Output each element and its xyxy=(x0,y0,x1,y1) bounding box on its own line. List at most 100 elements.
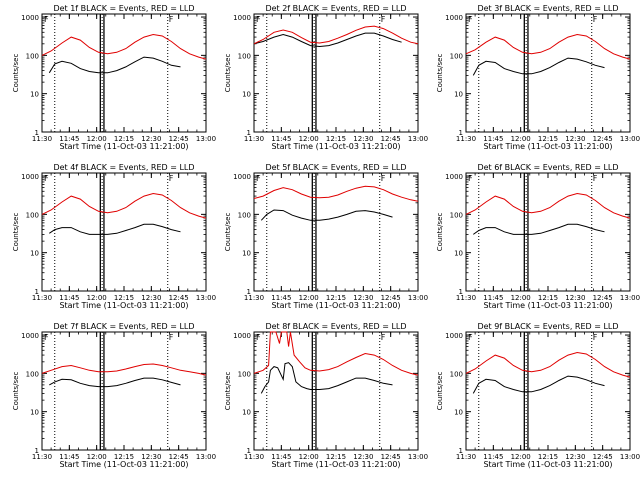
x-tick-label: 12:00 xyxy=(511,135,531,143)
x-tick-label: 12:00 xyxy=(299,453,319,461)
y-axis-label: Counts/sec xyxy=(436,54,444,93)
y-axis-label: Counts/sec xyxy=(12,54,20,93)
x-tick-label: 11:30 xyxy=(32,453,52,461)
flag-marker-right: F xyxy=(381,333,386,342)
plot-frame xyxy=(465,331,631,451)
y-tick-label: 1000 xyxy=(445,14,463,22)
chart-title: Det 3f BLACK = Events, RED = LLD xyxy=(477,4,618,13)
flag-marker-left: F xyxy=(44,333,49,342)
x-tick-label: 11:45 xyxy=(483,294,503,302)
chart-panel-6: Det 6f BLACK = Events, RED = LLD 1 10 100 10… xyxy=(436,163,640,310)
x-tick-label: 12:45 xyxy=(169,135,189,143)
x-tick-label: 12:30 xyxy=(353,294,373,302)
x-tick-label: 12:00 xyxy=(299,294,319,302)
x-axis-label: Start Time (11-Oct-03 11:21:00) xyxy=(271,301,400,310)
series-line-events xyxy=(49,223,181,235)
x-tick-label: 12:30 xyxy=(565,453,585,461)
series-line-lld xyxy=(465,33,631,60)
x-axis-label: Start Time (11-Oct-03 11:21:00) xyxy=(271,460,400,469)
y-tick-label: 10 xyxy=(30,250,39,258)
chart-panel-4: Det 4f BLACK = Events, RED = LLD 1 10 100 10… xyxy=(12,163,216,310)
x-tick-label: 13:00 xyxy=(620,453,640,461)
x-tick-label: 12:30 xyxy=(353,135,373,143)
y-axis-label: Counts/sec xyxy=(224,372,232,411)
x-axis-label: Start Time (11-Oct-03 11:21:00) xyxy=(271,142,400,151)
y-tick-label: 1 xyxy=(247,447,251,455)
x-tick-label: 12:30 xyxy=(141,453,161,461)
chart-panel-9: Det 9f BLACK = Events, RED = LLD 1 10 100 10… xyxy=(436,322,640,469)
x-tick-label: 11:30 xyxy=(244,453,264,461)
flag-marker-left: F xyxy=(468,333,473,342)
x-tick-label: 11:30 xyxy=(244,294,264,302)
x-axis-label: Start Time (11-Oct-03 11:21:00) xyxy=(483,301,612,310)
chart-panel-7: Det 7f BLACK = Events, RED = LLD 1 10 100 10… xyxy=(12,322,216,469)
x-tick-label: 13:00 xyxy=(196,453,216,461)
flag-marker-right: F xyxy=(169,174,174,183)
x-tick-label: 11:45 xyxy=(483,135,503,143)
chart-title: Det 2f BLACK = Events, RED = LLD xyxy=(265,4,406,13)
y-tick-label: 100 xyxy=(238,211,251,219)
series-line-events xyxy=(253,32,402,48)
flag-marker-left: F xyxy=(44,174,49,183)
series-line-lld xyxy=(253,25,419,45)
y-tick-label: 1000 xyxy=(233,332,251,340)
y-tick-label: 10 xyxy=(242,409,251,417)
chart-panel-1: Det 1f BLACK = Events, RED = LLD 1 10 100 10… xyxy=(12,4,216,151)
series-line-lld xyxy=(465,351,631,378)
series-line-events xyxy=(48,56,181,74)
flag-marker-right: F xyxy=(593,333,598,342)
x-tick-label: 12:15 xyxy=(114,453,134,461)
series-line-events xyxy=(472,375,605,394)
series-line-lld xyxy=(41,33,207,60)
chart-title: Det 7f BLACK = Events, RED = LLD xyxy=(53,322,194,331)
y-tick-label: 100 xyxy=(26,211,39,219)
series-line-lld xyxy=(41,192,207,219)
x-tick-label: 12:00 xyxy=(87,294,107,302)
plot-frame xyxy=(253,13,419,133)
x-tick-label: 12:30 xyxy=(141,135,161,143)
flag-marker-left: F xyxy=(256,15,261,24)
x-tick-label: 12:45 xyxy=(381,135,401,143)
y-tick-label: 1 xyxy=(35,129,39,137)
x-tick-label: 12:30 xyxy=(565,135,585,143)
x-tick-label: 12:00 xyxy=(299,135,319,143)
y-tick-label: 10 xyxy=(30,91,39,99)
x-tick-label: 11:45 xyxy=(59,294,79,302)
x-tick-label: 12:15 xyxy=(538,135,558,143)
y-tick-label: 10 xyxy=(454,250,463,258)
x-tick-label: 12:15 xyxy=(326,135,346,143)
y-tick-label: 1000 xyxy=(21,332,39,340)
y-tick-label: 10 xyxy=(242,91,251,99)
x-tick-label: 12:45 xyxy=(169,453,189,461)
series-line-events xyxy=(260,362,393,394)
y-tick-label: 10 xyxy=(454,91,463,99)
series-line-lld xyxy=(41,363,207,376)
x-tick-label: 12:00 xyxy=(511,294,531,302)
series-line-lld xyxy=(465,192,631,219)
x-tick-label: 12:15 xyxy=(114,294,134,302)
x-tick-label: 12:45 xyxy=(593,453,613,461)
flag-marker-right: F xyxy=(593,174,598,183)
x-tick-label: 11:45 xyxy=(271,135,291,143)
y-tick-label: 10 xyxy=(30,409,39,417)
plot-frame xyxy=(41,172,207,292)
y-tick-label: 1000 xyxy=(233,14,251,22)
y-tick-label: 100 xyxy=(450,211,463,219)
chart-title: Det 5f BLACK = Events, RED = LLD xyxy=(265,163,406,172)
chart-panel-5: Det 5f BLACK = Events, RED = LLD 1 10 100 10… xyxy=(224,163,428,310)
y-tick-label: 100 xyxy=(450,370,463,378)
series-line-lld xyxy=(253,185,419,202)
x-axis-label: Start Time (11-Oct-03 11:21:00) xyxy=(59,301,188,310)
x-tick-label: 12:45 xyxy=(593,294,613,302)
x-tick-label: 11:30 xyxy=(456,135,476,143)
x-tick-label: 11:30 xyxy=(32,135,52,143)
chart-panel-3: Det 3f BLACK = Events, RED = LLD 1 10 100 10… xyxy=(436,4,640,151)
x-tick-label: 12:15 xyxy=(538,294,558,302)
y-tick-label: 1 xyxy=(459,447,463,455)
y-tick-label: 1 xyxy=(247,129,251,137)
y-axis-label: Counts/sec xyxy=(224,54,232,93)
chart-title: Det 8f BLACK = Events, RED = LLD xyxy=(265,322,406,331)
flag-marker-left: F xyxy=(256,174,261,183)
x-tick-label: 12:30 xyxy=(141,294,161,302)
